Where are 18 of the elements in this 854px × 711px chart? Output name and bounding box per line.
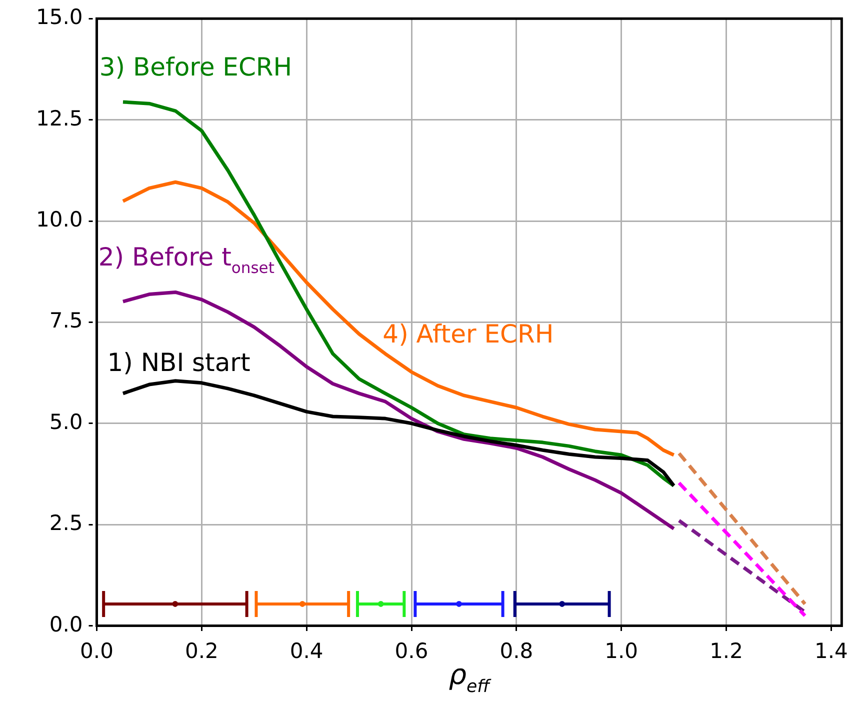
- y-tick-label: 15.0: [36, 5, 83, 30]
- y-tick-label: 2.5: [49, 511, 83, 536]
- y-tick-label: 10.0: [36, 207, 83, 232]
- x-tick-label: 0.6: [394, 638, 428, 663]
- y-tick-label: 5.0: [49, 410, 83, 434]
- x-tick-label: 1.2: [710, 638, 743, 663]
- y-tick-label: 7.5: [49, 308, 83, 333]
- y-tick-label: 12.5: [36, 106, 83, 130]
- x-tick-label: 1.0: [604, 638, 638, 663]
- series-label: 4) After ECRH: [382, 319, 554, 348]
- y-tick-label: 0.0: [49, 612, 83, 636]
- x-tick-label: 0.2: [184, 638, 218, 663]
- series-label: 3) Before ECRH: [99, 52, 292, 82]
- x-tick-label: 1.4: [814, 638, 848, 663]
- x-tick-label: 0.8: [500, 638, 534, 663]
- x-tick-label: 0.4: [290, 638, 324, 663]
- series-label: 1) NBI start: [107, 348, 250, 377]
- x-tick-label: 0.0: [80, 638, 114, 663]
